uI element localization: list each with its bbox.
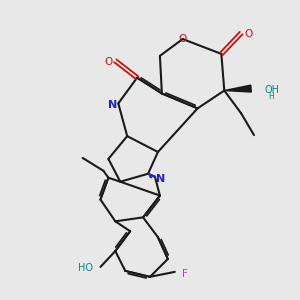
Text: HO: HO bbox=[77, 263, 92, 273]
Text: N: N bbox=[108, 100, 117, 110]
Text: H: H bbox=[268, 92, 274, 101]
Text: O: O bbox=[104, 57, 112, 67]
Text: N: N bbox=[156, 174, 166, 184]
Polygon shape bbox=[224, 85, 251, 92]
Text: O: O bbox=[244, 29, 252, 39]
Text: O: O bbox=[178, 34, 187, 44]
Text: OH: OH bbox=[265, 85, 280, 94]
Text: F: F bbox=[182, 269, 188, 279]
